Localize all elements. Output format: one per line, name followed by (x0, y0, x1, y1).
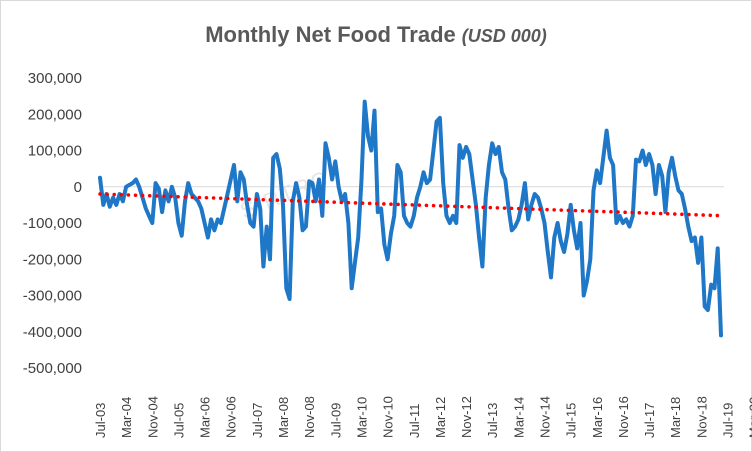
x-tick-label: Mar-12 (433, 397, 448, 438)
x-tick-label: Jul-11 (407, 404, 422, 438)
x-tick-label: Nov-12 (459, 396, 474, 438)
x-tick-label: Mar-18 (668, 397, 683, 438)
x-tick-label: Mar-08 (276, 397, 291, 438)
x-tick-label: Jul-03 (93, 403, 108, 438)
x-tick-label: Jul-15 (564, 403, 579, 438)
x-tick-label: Mar-06 (198, 397, 213, 438)
x-tick-label: Nov-04 (145, 396, 160, 438)
x-tick-label: Jul-13 (485, 403, 500, 438)
y-tick-label: 200,000 (28, 106, 82, 123)
y-tick-label: 100,000 (28, 143, 82, 160)
x-tick-label: Nov-06 (224, 396, 239, 438)
y-tick-label: -500,000 (23, 360, 82, 377)
x-tick-label: Mar-20 (747, 397, 752, 438)
y-tick-label: 300,000 (28, 70, 82, 87)
x-tick-label: Nov-10 (381, 396, 396, 438)
x-tick-label: Nov-14 (538, 396, 553, 438)
x-tick-label: Nov-08 (302, 396, 317, 438)
x-tick-label: Jul-19 (721, 403, 736, 438)
x-tick-label: Jul-17 (642, 403, 657, 438)
y-tick-label: -300,000 (23, 288, 82, 305)
x-tick-label: Nov-16 (616, 396, 631, 438)
x-axis-ticks: Jul-03 Mar-04 Nov-04 Jul-05 Mar-06 Nov-06 Jul-… (93, 396, 752, 438)
x-tick-label: Nov-18 (694, 396, 709, 438)
chart-title: Monthly Net Food Trade (USD 000) (0, 22, 752, 48)
x-tick-label: Jul-05 (171, 403, 186, 438)
chart-title-unit: (USD 000) (461, 26, 547, 46)
x-tick-label: Mar-10 (354, 397, 369, 438)
x-tick-label: Mar-16 (590, 397, 605, 438)
y-tick-label: -400,000 (23, 324, 82, 341)
y-tick-label: -200,000 (23, 251, 82, 268)
x-tick-label: Mar-14 (511, 397, 526, 438)
chart-title-main: Monthly Net Food Trade (205, 22, 456, 47)
trend-line (98, 192, 726, 218)
x-tick-label: Mar-04 (119, 397, 134, 438)
y-tick-label: 0 (74, 179, 82, 196)
x-tick-label: Jul-09 (328, 403, 343, 438)
series-line-net-food-trade (98, 99, 723, 338)
y-axis-ticks: 300,000 200,000 100,000 0 -100,000 -200,000 -3… (23, 70, 82, 377)
y-tick-label: -100,000 (23, 215, 82, 232)
x-tick-label: Jul-07 (250, 403, 265, 438)
